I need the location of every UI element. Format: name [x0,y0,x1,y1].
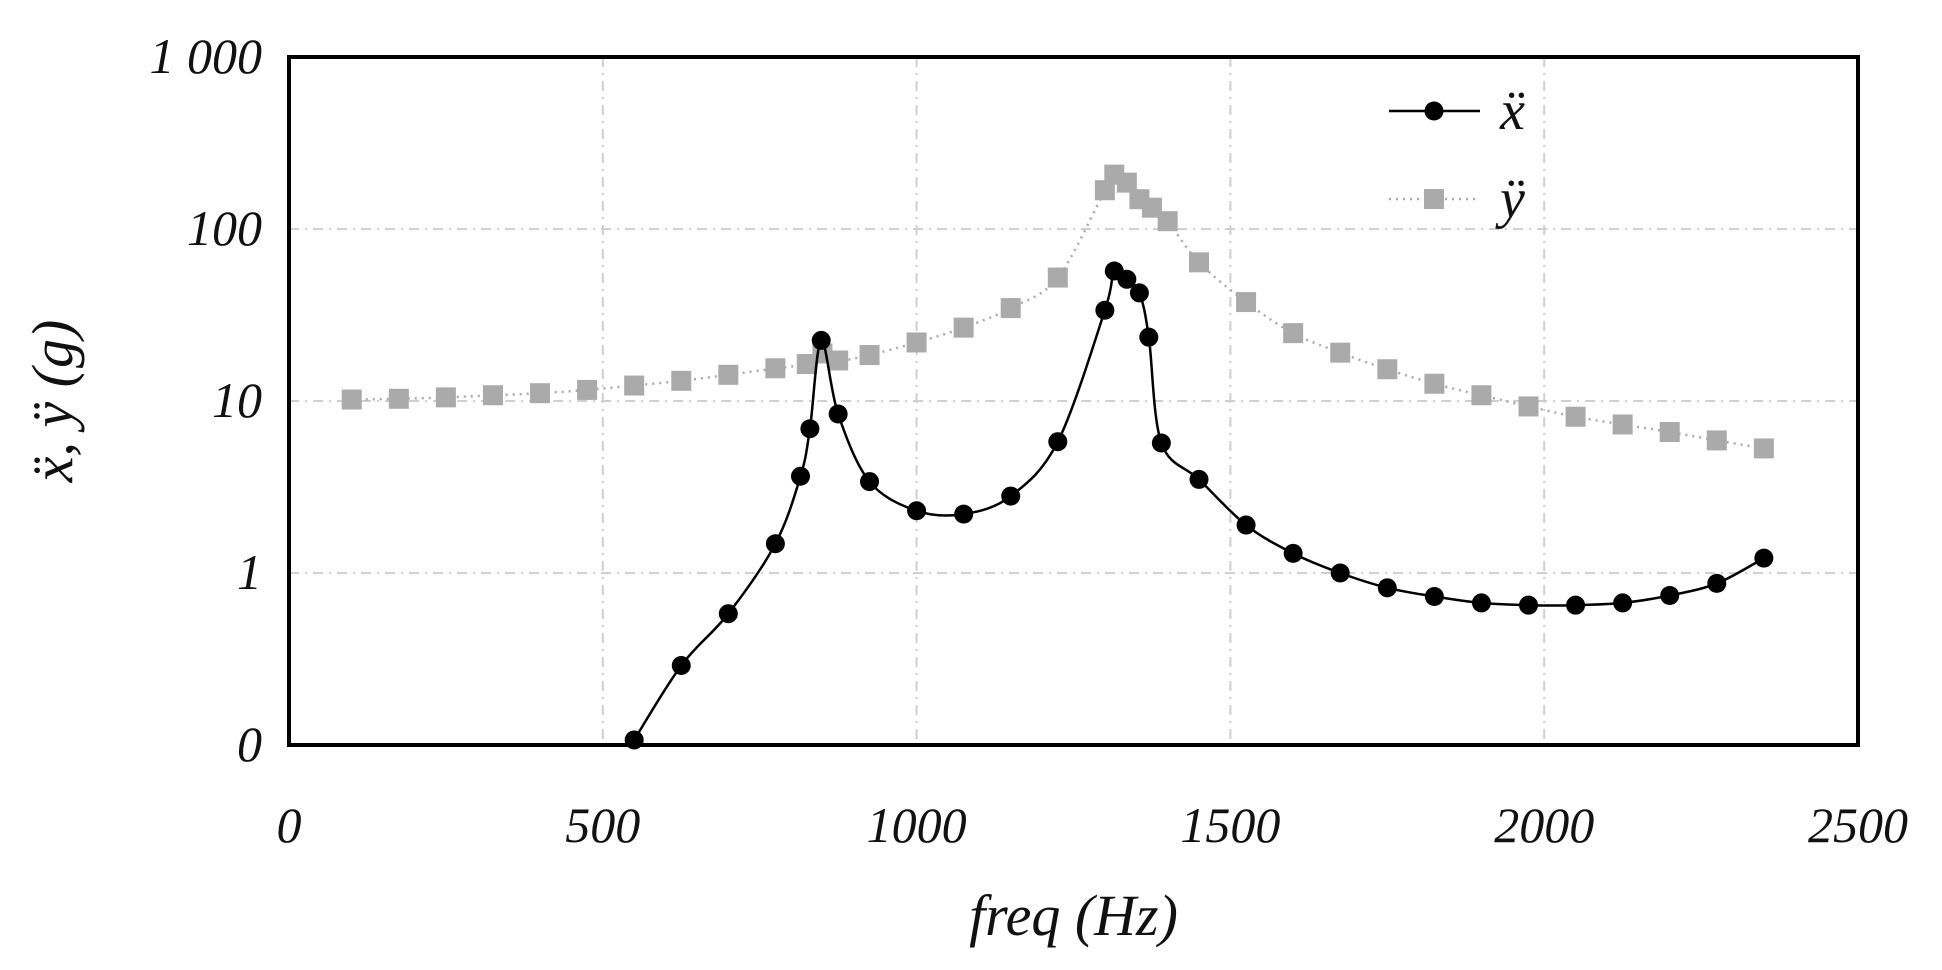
data-point [1613,593,1633,613]
data-point [828,350,849,371]
data-point [1236,292,1257,313]
y-axis-ticks: 0 1 10 100 1 000 [150,28,263,772]
x-tick-label: 0 [277,797,302,853]
data-point [906,332,927,353]
x-axis-ticks: 0 500 1000 1500 2000 2500 [277,797,1909,853]
data-point [1612,414,1633,435]
data-point [624,375,645,396]
data-point [1048,432,1068,452]
data-point [1139,327,1159,347]
data-point [1095,300,1115,320]
y-tick-label: 0 [237,716,262,772]
data-point [718,604,738,624]
data-point [1424,587,1444,607]
data-point [1377,578,1397,598]
series-line [351,173,1765,450]
data-point [1236,515,1256,535]
data-point [1659,422,1680,443]
data-point [1189,252,1210,273]
y-axis-title: ẍ, ÿ (g) [20,320,85,484]
y-tick-label: 1 000 [150,28,263,84]
data-point [1283,323,1304,344]
data-point [1706,430,1727,451]
data-point [1707,573,1727,593]
legend-label: ÿ [1495,168,1525,230]
x-tick-label: 1000 [867,797,967,853]
data-point [530,383,551,404]
data-point [1471,385,1492,406]
plot-frame [287,55,1860,747]
data-point [671,655,691,675]
data-point [1141,197,1162,218]
data-point [1471,593,1491,613]
data-point [765,534,785,554]
data-point [1283,543,1303,563]
data-point [1001,486,1021,506]
data-point [796,354,817,375]
y-tick-label: 100 [187,200,262,256]
data-point [341,389,362,410]
data-point [1157,211,1178,232]
data-point [1660,585,1680,605]
legend-marker [1424,101,1444,121]
data-point [907,501,927,521]
series-x-accel [624,261,1774,750]
data-point [811,330,831,350]
data-point [1189,469,1209,489]
data-point [388,388,409,409]
data-point [1754,548,1774,568]
data-point [1047,267,1068,288]
data-point [954,504,974,524]
series-line [633,268,1765,741]
x-tick-label: 2000 [1494,797,1594,853]
data-point [859,345,880,366]
legend: ẍÿ [1389,80,1525,230]
data-point [790,466,810,486]
x-tick-label: 2500 [1808,797,1908,853]
x-tick-label: 1500 [1180,797,1280,853]
data-point [1566,595,1586,615]
legend-marker [1424,189,1444,209]
data-point [828,404,848,424]
series-y-accel [341,164,1774,459]
data-point [435,387,456,408]
data-point [577,379,598,400]
data-point [1129,283,1149,303]
data-point [1518,396,1539,417]
data-point [1377,359,1398,380]
data-point [860,472,880,492]
data-point [953,317,974,338]
data-point [765,358,786,379]
data-point [1000,298,1021,319]
y-tick-label: 10 [212,372,262,428]
legend-item: ẍ [1389,80,1525,142]
data-point [1117,269,1137,289]
y-tick-label: 1 [237,544,262,600]
data-point [482,385,503,406]
data-point [1424,373,1445,394]
data-point [1094,180,1115,201]
legend-label: ẍ [1499,80,1525,142]
data-point [671,370,692,391]
data-point [1753,438,1774,459]
data-point [1565,406,1586,427]
data-point [1151,433,1171,453]
series-layer [341,164,1774,750]
data-point [1330,563,1350,583]
legend-item: ÿ [1389,168,1525,230]
x-axis-title: freq (Hz) [969,883,1178,948]
data-point [800,419,820,439]
data-point [1519,595,1539,615]
x-tick-label: 500 [565,797,640,853]
data-point [718,364,739,385]
data-point [1116,172,1137,193]
data-point [1330,342,1351,363]
